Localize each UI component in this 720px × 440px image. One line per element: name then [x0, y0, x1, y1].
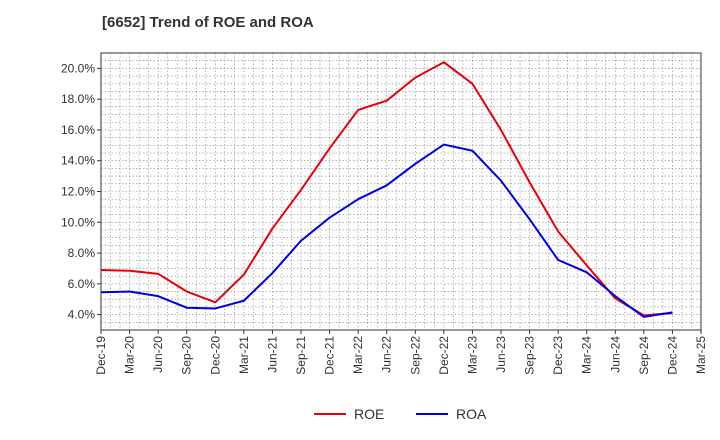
x-tick-label: Mar-23: [465, 336, 479, 374]
y-tick-label: 6.0%: [68, 277, 96, 291]
y-tick-label: 16.0%: [61, 123, 95, 137]
x-tick-label: Sep-23: [523, 336, 537, 375]
x-tick-label: Sep-20: [180, 336, 194, 375]
x-tick-label: Dec-23: [551, 336, 565, 375]
x-tick-label: Dec-19: [94, 336, 108, 375]
x-tick-label: Dec-21: [323, 336, 337, 375]
x-tick-label: Mar-25: [694, 336, 708, 374]
x-tick-label: Sep-21: [294, 336, 308, 375]
x-tick-label: Jun-21: [265, 336, 279, 373]
chart-title: [6652] Trend of ROE and ROA: [102, 14, 314, 31]
y-tick-label: 10.0%: [61, 215, 95, 229]
x-tick-label: Jun-20: [151, 336, 165, 373]
x-tick-label: Jun-24: [608, 336, 622, 373]
y-tick-label: 18.0%: [61, 92, 95, 106]
x-tick-label: Mar-21: [237, 336, 251, 374]
x-tick-label: Jun-22: [380, 336, 394, 373]
x-tick-label: Sep-24: [637, 336, 651, 375]
y-tick-label: 20.0%: [61, 61, 95, 75]
legend-label-roa: ROA: [456, 406, 487, 422]
x-tick-label: Dec-20: [208, 336, 222, 375]
y-tick-label: 4.0%: [68, 308, 96, 322]
y-tick-label: 14.0%: [61, 154, 95, 168]
plot-area: [101, 53, 701, 330]
x-tick-label: Mar-22: [351, 336, 365, 374]
x-tick-label: Mar-24: [580, 336, 594, 374]
x-tick-label: Dec-24: [665, 336, 679, 375]
x-tick-label: Sep-22: [408, 336, 422, 375]
legend-label-roe: ROE: [354, 406, 384, 422]
x-tick-label: Dec-22: [437, 336, 451, 375]
y-tick-label: 8.0%: [68, 246, 96, 260]
x-tick-label: Mar-20: [123, 336, 137, 374]
x-tick-label: Jun-23: [494, 336, 508, 373]
y-tick-label: 12.0%: [61, 185, 95, 199]
